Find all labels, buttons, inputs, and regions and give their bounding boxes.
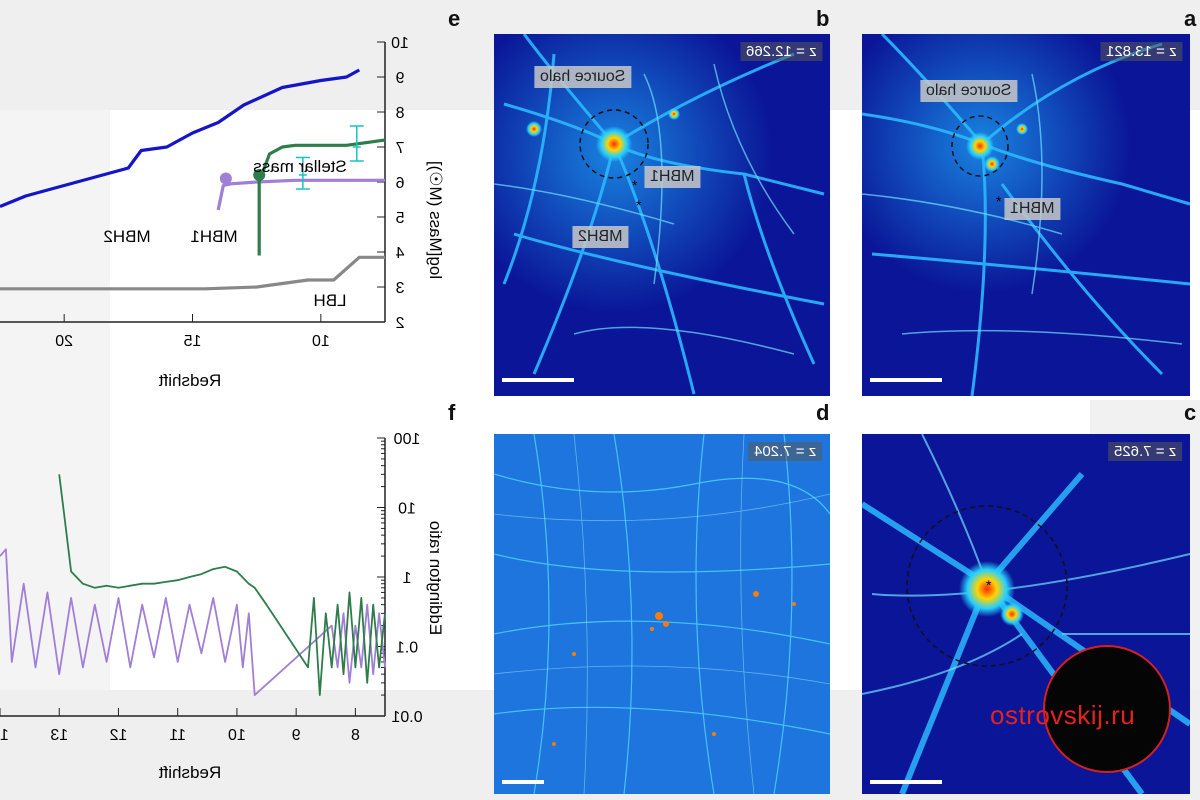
series-label-mbh2: MBH2 bbox=[103, 227, 150, 246]
panel-letter-b: b bbox=[816, 6, 830, 31]
chart-f-y-tick-label: 100 bbox=[394, 431, 421, 448]
chart-f-x-tick-label: 13 bbox=[50, 727, 68, 744]
panel-letter-f: f bbox=[448, 400, 456, 425]
chart-f-ylabel: Eddington ratio bbox=[426, 521, 445, 635]
marker-mbh1 bbox=[219, 172, 232, 185]
label-mbh2-b: MBH2 bbox=[572, 226, 629, 248]
map-panel-d: z = 7.204 bbox=[494, 434, 830, 794]
svg-text:*: * bbox=[632, 177, 638, 193]
chart-f-y-tick-label: 0.1 bbox=[396, 640, 418, 657]
series-line-eddington-mbh1 bbox=[0, 548, 386, 697]
redshift-label-b: z = 12.266 bbox=[739, 42, 822, 61]
marker-mbh2 bbox=[253, 169, 266, 181]
chart-e-y-tick-label: 8 bbox=[395, 105, 404, 122]
redshift-label-c: z = 7.625 bbox=[1107, 442, 1182, 461]
chart-f-x-tick-label: 11 bbox=[169, 727, 186, 744]
series-label-mbh1: MBH1 bbox=[190, 227, 237, 246]
map-panel-b: * * z = 12.266 Source halo MBH1 MBH2 bbox=[494, 34, 830, 396]
chart-e-y-tick-label: 5 bbox=[395, 210, 404, 227]
svg-text:*: * bbox=[986, 577, 992, 593]
label-mbh1-b: MBH1 bbox=[644, 166, 701, 188]
scale-bar-a bbox=[870, 378, 942, 382]
series-label-lbh: LBH bbox=[313, 291, 346, 310]
chart-e-y-tick-label: 10 bbox=[391, 35, 409, 52]
background-band-left bbox=[0, 110, 110, 690]
watermark-logo bbox=[1043, 645, 1171, 773]
chart-f-x-tick-label: 14 bbox=[0, 727, 9, 744]
chart-e-y-tick-label: 6 bbox=[395, 175, 404, 192]
chart-f-y-tick-label: 10 bbox=[398, 501, 416, 518]
chart-f-y-tick-label: 0.01 bbox=[391, 709, 422, 726]
label-source-halo-a: Source halo bbox=[920, 80, 1018, 102]
chart-e-ylabel: log[Mass (M☉)] bbox=[426, 161, 445, 279]
label-source-halo-b: Source halo bbox=[534, 66, 632, 88]
redshift-label-d: z = 7.204 bbox=[747, 442, 822, 461]
series-line-lbh bbox=[0, 255, 385, 291]
watermark-text: ostrovskij.ru bbox=[990, 700, 1136, 730]
series-line-stellar-mass bbox=[0, 68, 361, 208]
chart-e-y-tick-label: 9 bbox=[395, 70, 404, 87]
chart-f-y-tick-label: 1 bbox=[402, 570, 411, 587]
series-line-eddington-mbh2 bbox=[58, 474, 386, 697]
chart-f-x-tick-label: 9 bbox=[292, 727, 301, 744]
map-panel-a: * z = 13.821 Source halo MBH1 bbox=[862, 34, 1190, 396]
chart-e-y-tick-label: 4 bbox=[395, 245, 404, 262]
redshift-label-a: z = 13.821 bbox=[1099, 42, 1182, 61]
scale-bar-d bbox=[502, 780, 544, 784]
chart-f-xlabel: Redshift bbox=[159, 763, 222, 782]
panel-letter-a: a bbox=[1184, 6, 1197, 31]
chart-f-x-tick-label: 12 bbox=[109, 727, 127, 744]
chart-e-x-tick-label: 15 bbox=[184, 333, 202, 350]
filament-network-d bbox=[494, 434, 830, 794]
panel-letter-e: e bbox=[448, 6, 461, 31]
panel-letter-c: c bbox=[1184, 400, 1197, 425]
series-line-mbh1 bbox=[216, 178, 385, 211]
svg-text:*: * bbox=[996, 193, 1002, 209]
scale-bar-b bbox=[502, 378, 574, 382]
chart-e-x-tick-label: 20 bbox=[55, 333, 73, 350]
chart-e-xlabel: Redshift bbox=[159, 371, 222, 390]
chart-f: 0.01 0.1 1 10 100 8 9 10 11 12 13 14 Redshift Eddin… bbox=[0, 431, 445, 782]
chart-e-x-tick-label: 10 bbox=[312, 333, 330, 350]
chart-e-y-tick-label: 3 bbox=[395, 280, 404, 297]
label-mbh1-a: MBH1 bbox=[1004, 198, 1061, 220]
filament-network-b: * * bbox=[494, 34, 830, 396]
series-label-stellar-mass: Stellar mass bbox=[253, 157, 347, 176]
scale-bar-c bbox=[870, 780, 942, 784]
panel-letter-d: d bbox=[816, 400, 830, 425]
chart-f-x-tick-label: 8 bbox=[351, 727, 360, 744]
chart-e-y-tick-label: 2 bbox=[395, 315, 404, 332]
svg-text:*: * bbox=[636, 197, 642, 213]
chart-f-x-tick-label: 10 bbox=[228, 727, 246, 744]
chart-e-y-tick-label: 7 bbox=[395, 140, 404, 157]
